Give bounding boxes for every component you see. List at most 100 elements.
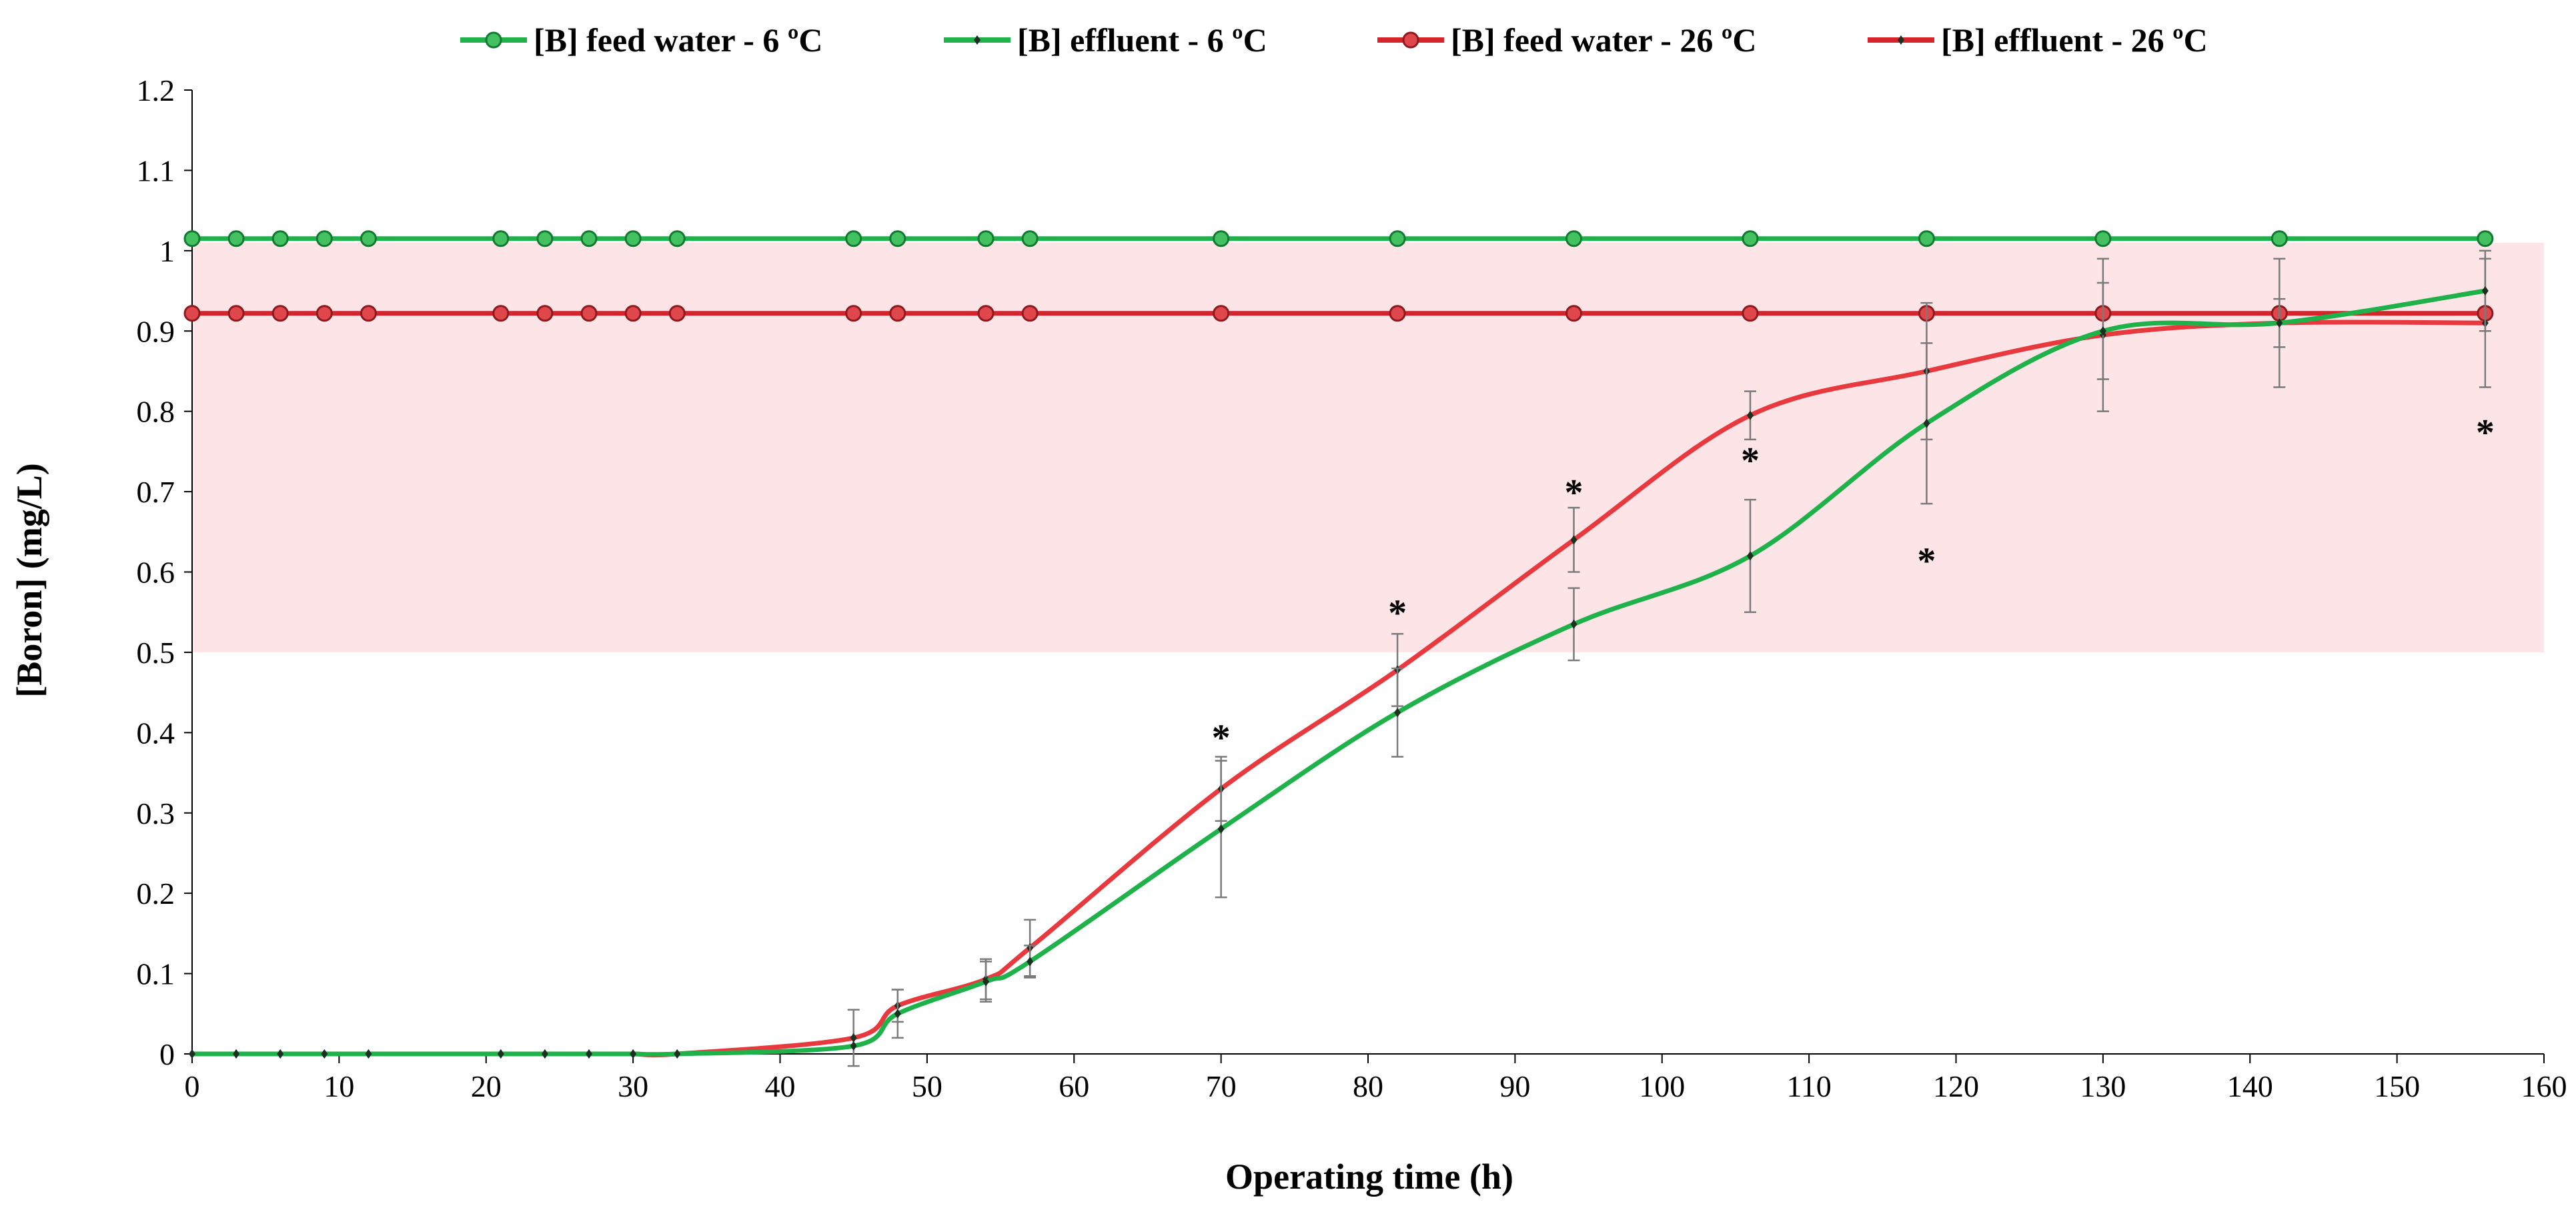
data-point — [227, 230, 245, 247]
axes: 0 0.1 0.2 0.3 0.4 0.5 0.6 0.7 0.8 0.9 1 1.1 1.2 0 10 20… — [137, 73, 2567, 1103]
legend-label: [B] effluent - 26 ºC — [1941, 21, 2208, 59]
y-tick-label: 0.1 — [137, 957, 175, 991]
data-point — [889, 230, 906, 247]
data-point — [1923, 418, 1930, 428]
y-tick-label: 0.5 — [137, 636, 175, 670]
x-tick-label: 160 — [2521, 1069, 2567, 1103]
data-point — [845, 230, 862, 247]
x-tick-label: 10 — [324, 1069, 354, 1103]
data-point — [1213, 230, 1230, 247]
data-point — [2099, 326, 2106, 336]
data-point — [1746, 551, 1754, 561]
x-tick-label: 30 — [618, 1069, 648, 1103]
data-point — [668, 230, 686, 247]
data-point — [277, 1049, 284, 1059]
data-point — [2477, 230, 2494, 247]
legend-swatch-marker — [974, 35, 981, 45]
data-point — [321, 1049, 328, 1059]
legend-swatch-marker — [1898, 35, 1904, 45]
shaded-band-layer — [192, 242, 2544, 652]
x-tick-label: 110 — [1786, 1069, 1831, 1103]
data-point — [536, 230, 554, 247]
legend-label: [B] feed water - 6 ºC — [534, 21, 823, 59]
data-point — [1389, 305, 1406, 322]
y-tick-label: 0.6 — [137, 556, 175, 590]
x-tick-label: 60 — [1059, 1069, 1089, 1103]
data-point — [1021, 305, 1039, 322]
data-point — [850, 1041, 857, 1051]
data-point — [2271, 230, 2288, 247]
significance-marker: * — [2476, 412, 2495, 454]
y-axis-title: [Boron] (mg/L) — [9, 463, 49, 697]
series-layer — [183, 230, 2494, 1067]
data-point — [189, 1049, 195, 1059]
data-point — [2481, 286, 2489, 296]
data-point — [1570, 535, 1577, 545]
x-tick-label: 80 — [1353, 1069, 1383, 1103]
data-point — [1918, 230, 1935, 247]
data-point — [183, 305, 201, 322]
data-point — [580, 305, 598, 322]
data-point — [894, 1009, 901, 1019]
data-point — [1394, 708, 1401, 718]
data-point — [983, 977, 990, 987]
data-point — [630, 1049, 637, 1059]
data-point — [977, 230, 995, 247]
x-tick-label: 150 — [2374, 1069, 2420, 1103]
data-point — [1213, 305, 1230, 322]
data-point — [183, 230, 201, 247]
data-point — [1570, 619, 1577, 629]
x-axis-title: Operating time (h) — [1225, 1157, 1513, 1197]
y-tick-label: 0.2 — [137, 876, 175, 910]
y-tick-label: 1.2 — [137, 73, 175, 107]
data-point — [674, 1049, 681, 1059]
data-point — [1565, 230, 1583, 247]
data-point — [624, 305, 642, 322]
y-tick-label: 0.7 — [137, 475, 175, 509]
legend-swatch-marker — [485, 31, 502, 49]
data-point — [1389, 230, 1406, 247]
data-point — [360, 305, 377, 322]
annotation-layer: * * * * * * — [1212, 412, 2495, 759]
series-line — [191, 288, 2486, 1057]
data-point — [271, 305, 289, 322]
data-point — [497, 1049, 504, 1059]
y-tick-label: 1 — [159, 234, 175, 268]
x-tick-label: 40 — [765, 1069, 796, 1103]
x-tick-label: 130 — [2080, 1069, 2126, 1103]
data-point — [580, 230, 598, 247]
legend-label: [B] effluent - 6 ºC — [1017, 21, 1267, 59]
data-point — [315, 230, 333, 247]
y-tick-label: 0.8 — [137, 395, 175, 429]
data-point — [536, 305, 554, 322]
data-point — [492, 230, 510, 247]
significance-marker: * — [1388, 593, 1407, 634]
data-point — [1742, 230, 1759, 247]
data-point — [227, 305, 245, 322]
x-tick-label: 50 — [912, 1069, 942, 1103]
data-point — [1742, 305, 1759, 322]
y-tick-label: 1.1 — [137, 153, 175, 187]
legend: [B] feed water - 6 ºC [B] effluent - 6 ºC… — [460, 21, 2208, 59]
data-point — [977, 305, 995, 322]
data-point — [541, 1049, 548, 1059]
data-point — [586, 1049, 593, 1059]
data-point — [845, 305, 862, 322]
data-point — [271, 230, 289, 247]
data-point — [850, 1033, 857, 1043]
x-tick-label: 70 — [1206, 1069, 1237, 1103]
data-point — [624, 230, 642, 247]
significance-marker: * — [1741, 440, 1760, 482]
data-point — [1217, 824, 1225, 834]
data-point — [1565, 305, 1583, 322]
data-point — [233, 1049, 240, 1059]
data-point — [365, 1049, 372, 1059]
data-point — [2276, 318, 2283, 328]
data-point — [889, 305, 906, 322]
x-tick-label: 120 — [1933, 1069, 1979, 1103]
significance-marker: * — [1565, 472, 1583, 514]
data-point — [2094, 230, 2112, 247]
data-point — [315, 305, 333, 322]
x-tick-label: 90 — [1499, 1069, 1530, 1103]
y-tick-label: 0.3 — [137, 796, 175, 830]
